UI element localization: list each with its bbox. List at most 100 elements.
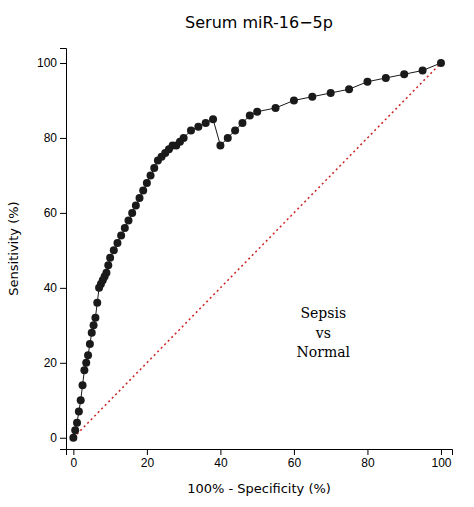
point bbox=[132, 201, 140, 209]
tick-mark bbox=[147, 449, 148, 455]
tick: 100 bbox=[431, 449, 451, 470]
tick-label: 100 bbox=[431, 456, 451, 470]
tick-label: 20 bbox=[141, 456, 155, 470]
annotation-line: Sepsis bbox=[300, 305, 346, 321]
point bbox=[400, 70, 408, 78]
point bbox=[82, 359, 90, 367]
point bbox=[150, 164, 158, 172]
tick-label: 80 bbox=[44, 131, 58, 145]
tick-label: 40 bbox=[44, 281, 58, 295]
point bbox=[308, 93, 316, 101]
point bbox=[80, 366, 88, 374]
annotation: Sepsis vs Normal bbox=[297, 305, 351, 360]
point bbox=[363, 78, 371, 86]
y-axis: 0 20 40 60 80 100 bbox=[37, 49, 67, 450]
tick: 80 bbox=[44, 131, 66, 145]
tick-mark bbox=[73, 449, 74, 455]
point bbox=[79, 381, 87, 389]
tick-label: 20 bbox=[44, 356, 58, 370]
point bbox=[253, 108, 261, 116]
title: Serum miR-16−5p bbox=[185, 13, 333, 32]
point bbox=[238, 119, 246, 127]
point bbox=[290, 96, 298, 104]
tick: 20 bbox=[141, 449, 155, 470]
marks bbox=[69, 59, 445, 442]
y-axis-title: Sensitivity (%) bbox=[6, 201, 21, 295]
point bbox=[86, 340, 94, 348]
point bbox=[209, 115, 217, 123]
tick-label: 0 bbox=[71, 456, 78, 470]
x-axis-title: 100% - Specificity (%) bbox=[187, 481, 331, 496]
tick-label: 80 bbox=[361, 456, 375, 470]
point bbox=[106, 254, 114, 262]
point bbox=[110, 246, 118, 254]
point bbox=[136, 194, 144, 202]
point bbox=[224, 134, 232, 142]
x-axis: 0 20 40 60 80 100 bbox=[67, 449, 453, 470]
tick-mark bbox=[220, 449, 221, 455]
tick-mark bbox=[441, 449, 442, 455]
tick: 0 bbox=[71, 449, 78, 470]
point bbox=[104, 261, 112, 269]
plot-area: 0 20 40 60 80 100 0 20 40 60 80 100 Sepsis vs Normal bbox=[37, 49, 453, 470]
tick-mark bbox=[60, 288, 66, 289]
tick-mark bbox=[60, 438, 66, 439]
roc-line bbox=[73, 63, 441, 438]
tick: 40 bbox=[44, 281, 66, 295]
point bbox=[143, 179, 151, 187]
point bbox=[69, 434, 77, 442]
point bbox=[345, 85, 353, 93]
tick-label: 100 bbox=[37, 56, 57, 70]
tick-mark bbox=[60, 363, 66, 364]
point bbox=[382, 74, 390, 82]
point bbox=[90, 321, 98, 329]
point bbox=[77, 396, 85, 404]
point bbox=[75, 408, 83, 416]
tick-mark bbox=[60, 63, 66, 64]
tick-label: 60 bbox=[44, 206, 58, 220]
point bbox=[139, 186, 147, 194]
point bbox=[84, 351, 92, 359]
annotation-line: vs bbox=[315, 325, 331, 341]
points bbox=[69, 59, 445, 442]
chart: 020406080100020406080100SepsisvsNormalSe… bbox=[0, 0, 474, 507]
point bbox=[113, 239, 121, 247]
point bbox=[187, 126, 195, 134]
tick: 60 bbox=[44, 206, 66, 220]
point bbox=[272, 104, 280, 112]
point bbox=[327, 89, 335, 97]
point bbox=[437, 59, 445, 67]
tick-label: 40 bbox=[214, 456, 228, 470]
point bbox=[124, 216, 132, 224]
point bbox=[121, 224, 129, 232]
axis-line bbox=[60, 49, 67, 450]
point bbox=[180, 134, 188, 142]
point bbox=[71, 426, 79, 434]
point bbox=[147, 171, 155, 179]
point bbox=[88, 329, 96, 337]
point bbox=[202, 119, 210, 127]
tick: 40 bbox=[214, 449, 228, 470]
tick: 80 bbox=[361, 449, 375, 470]
tick-mark bbox=[367, 449, 368, 455]
tick-label: 60 bbox=[288, 456, 302, 470]
tick: 20 bbox=[44, 356, 66, 370]
point bbox=[419, 66, 427, 74]
point bbox=[117, 231, 125, 239]
point bbox=[216, 141, 224, 149]
point bbox=[246, 111, 254, 119]
annotation-line: Normal bbox=[297, 344, 351, 360]
point bbox=[231, 126, 239, 134]
point bbox=[128, 209, 136, 217]
reference-line bbox=[73, 63, 441, 438]
point bbox=[194, 123, 202, 131]
point bbox=[102, 269, 110, 277]
tick: 100 bbox=[37, 56, 66, 70]
point bbox=[93, 299, 101, 307]
axis-line bbox=[67, 450, 453, 456]
tick-mark bbox=[294, 449, 295, 455]
tick: 60 bbox=[288, 449, 302, 470]
point bbox=[91, 314, 99, 322]
tick: 0 bbox=[50, 431, 66, 445]
tick-mark bbox=[60, 138, 66, 139]
